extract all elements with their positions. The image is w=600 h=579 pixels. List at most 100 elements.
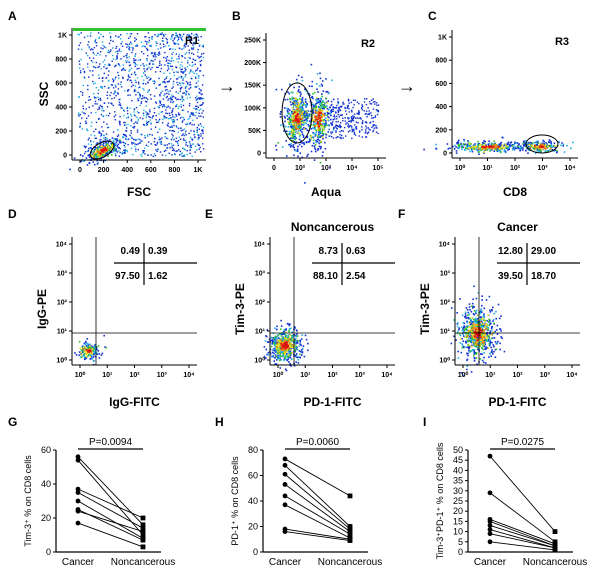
panel-e-event (297, 339, 300, 342)
panel-b-event (375, 127, 377, 129)
panel-a-event (197, 77, 200, 79)
panel-a-event (169, 90, 171, 92)
panel-b-dead-event (318, 128, 321, 130)
panel-b-live-event (293, 123, 296, 126)
panel-a-event (170, 99, 172, 101)
panel-c-cd8neg-event (464, 148, 466, 151)
panel-a-event (171, 68, 174, 71)
panel-c-cd8neg-event (423, 148, 425, 151)
panel-a-event (132, 153, 134, 156)
panel-e-event (291, 339, 293, 341)
panel-a-event (164, 144, 166, 146)
panel-b-live-event (294, 97, 296, 100)
panel-f-event (465, 340, 467, 343)
panel-b-live-event (294, 131, 297, 134)
panel-b-dead-event (332, 98, 335, 101)
panel-b-event (335, 131, 337, 133)
panel-c-cd8neg-event (463, 140, 466, 142)
panel-a-event (159, 101, 161, 103)
panel-a-event (196, 98, 199, 101)
panel-a-event (177, 142, 179, 145)
panel-a-event (192, 44, 194, 46)
panel-b-live-event (283, 124, 285, 127)
panel-b-event (340, 137, 342, 140)
panel-a-event (155, 56, 157, 58)
panel-a-event (126, 106, 129, 108)
panel-a-event (196, 130, 198, 132)
panel-b-live-event (299, 118, 302, 120)
panel-a-event (104, 46, 107, 49)
panel-f-event (494, 330, 496, 333)
panel-c-y-tick-label: 1K (438, 35, 447, 42)
panel-e-event (271, 338, 274, 341)
panel-a-event (186, 153, 188, 156)
panel-a-event (90, 143, 92, 146)
panel-b-live-event (293, 109, 296, 112)
panel-b-event (358, 131, 361, 133)
panel-a-event (142, 97, 144, 99)
panel-b-live-event (292, 131, 295, 134)
panel-b-live-event (291, 127, 294, 130)
panel-a-lymph-event (93, 155, 96, 157)
panel-c-y-tick-label: 200 (435, 127, 447, 134)
panel-b-live-event (301, 104, 304, 107)
panel-b-dead-event (317, 114, 320, 116)
panel-b-dead-event (317, 136, 320, 138)
panel-a-event (83, 112, 85, 114)
panel-a-event (164, 136, 166, 138)
panel-b-event (342, 103, 344, 105)
panel-b-live-event (290, 145, 293, 147)
panel-e-event (282, 347, 284, 349)
panel-a-event (172, 40, 174, 42)
panel-a-event (169, 101, 172, 103)
panel-c-cd8pos-event (540, 150, 542, 152)
panel-a-event (181, 82, 184, 84)
panel-a-lymph-event (100, 151, 102, 153)
panel-b-dead-event (316, 97, 318, 99)
panel-a-event (156, 53, 158, 56)
panel-b-live-event (302, 117, 304, 119)
panel-e-event (282, 342, 284, 345)
panel-a-event (157, 148, 159, 151)
panel-e-event (291, 346, 294, 348)
panel-b-live-event (312, 108, 314, 111)
panel-e-event (297, 356, 299, 359)
panel-b-live-event (295, 105, 298, 108)
panel-a-event (111, 103, 113, 105)
panel-a-y-tick-label: 0 (63, 153, 67, 160)
panel-a-event (191, 112, 193, 114)
panel-e-event (287, 348, 289, 351)
panel-f-event (465, 317, 467, 320)
panel-b-dead-event (320, 124, 322, 126)
panel-b-live-event (299, 114, 302, 117)
panel-b-live-event (296, 106, 299, 108)
panel-c-cd8neg-event (513, 148, 515, 150)
panel-a-event (170, 38, 172, 40)
panel-a-event (158, 100, 161, 102)
panel-e-event (273, 347, 275, 350)
panel-b-live-event (283, 130, 285, 132)
panel-c-cd8pos-event (534, 148, 536, 151)
panel-c-cd8neg-event (503, 150, 506, 153)
panel-b-live-event (288, 122, 290, 124)
panel-e-event (289, 362, 291, 365)
panel-b-event (352, 106, 354, 109)
panel-a-event (158, 77, 160, 80)
panel-e-event (281, 340, 283, 343)
panel-c-cd8neg-event (496, 150, 499, 152)
panel-a-lymph-event (96, 150, 99, 153)
panel-e-event (294, 334, 297, 337)
panel-a-event (120, 38, 122, 40)
panel-a-event (109, 112, 111, 115)
panel-c-cd8neg-event (483, 142, 486, 145)
panel-a-event (122, 151, 124, 153)
panel-a-event (142, 87, 144, 90)
panel-b-dead-event (321, 116, 323, 119)
panel-a-event (178, 33, 181, 35)
panel-f-event (483, 307, 486, 310)
panel-a-event (95, 54, 98, 56)
panel-a-event (182, 133, 184, 135)
panel-a-event (145, 144, 148, 146)
panel-b-dead-event (317, 122, 320, 125)
panel-a-event (171, 87, 173, 90)
